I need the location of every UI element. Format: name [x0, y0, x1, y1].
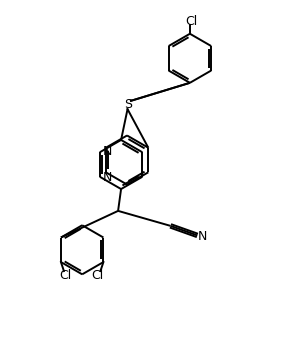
Text: N: N [198, 231, 207, 243]
Text: N: N [103, 171, 112, 184]
Text: Cl: Cl [91, 269, 104, 282]
Text: S: S [124, 98, 133, 111]
Text: N: N [103, 145, 112, 158]
Text: Cl: Cl [185, 15, 198, 28]
Text: Cl: Cl [59, 269, 72, 282]
